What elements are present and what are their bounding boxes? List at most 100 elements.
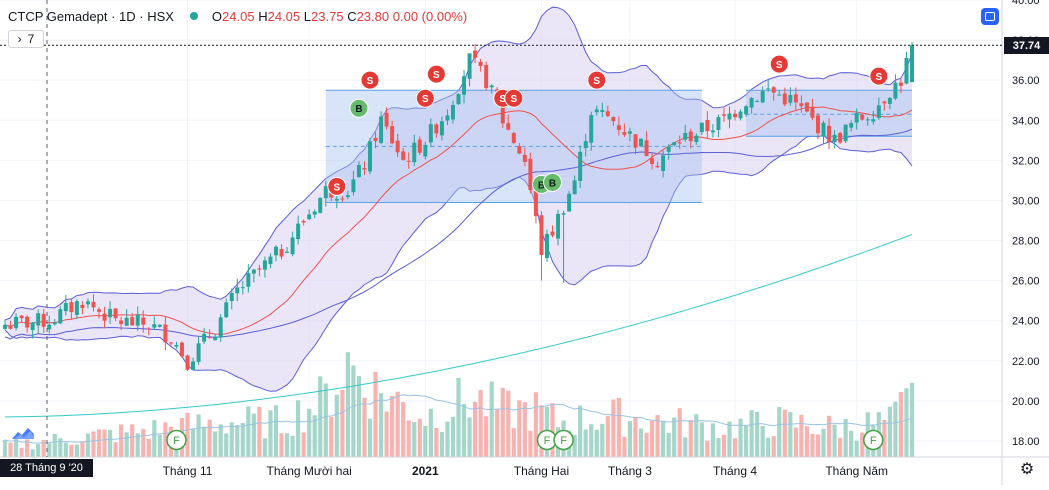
volume-bar [119, 424, 124, 457]
candle-body [384, 112, 389, 127]
volume-bar [152, 420, 157, 457]
volume-bar [738, 418, 743, 457]
volume-bar [838, 437, 843, 457]
signal-label: B [355, 104, 362, 115]
volume-bar [472, 401, 478, 457]
volume-bar [666, 432, 671, 457]
candle [910, 42, 914, 83]
candle-body [727, 113, 732, 120]
volume-bar [572, 434, 577, 457]
signal-label: S [510, 94, 517, 105]
volume-bar [362, 397, 367, 457]
candle [235, 278, 240, 302]
volume-bar [80, 441, 85, 457]
candle-body [417, 139, 422, 153]
f-event-label: F [560, 435, 567, 447]
volume-bar [694, 414, 699, 457]
candle-body [3, 324, 7, 329]
candle-body [887, 97, 892, 104]
volume-bar [489, 381, 494, 457]
candle-body [257, 268, 262, 270]
candle [290, 231, 295, 257]
candle-body [30, 322, 35, 331]
candle [356, 161, 361, 178]
candle [904, 51, 909, 85]
signal-circle [426, 64, 446, 84]
candle [655, 161, 660, 169]
volume-bar [804, 426, 810, 457]
sell-signal-marker: S [360, 70, 380, 90]
candle [141, 310, 146, 333]
volume-bar [141, 428, 146, 457]
candle-body [85, 301, 90, 305]
candle [135, 306, 140, 331]
volume-bar [113, 442, 118, 457]
volume-bar [301, 432, 306, 457]
volume-bar [224, 433, 229, 457]
candle [583, 133, 588, 157]
candle [733, 109, 738, 121]
candle-body [821, 122, 826, 137]
candle-body [589, 115, 594, 143]
candle-body [600, 110, 605, 112]
candle [85, 298, 90, 309]
candle-body [699, 122, 704, 133]
candle-body [489, 85, 494, 88]
candle [379, 111, 384, 145]
f-event-marker: F [166, 429, 187, 451]
candle-body [373, 137, 378, 142]
candle-body [539, 215, 544, 255]
volume-bar [716, 437, 721, 457]
candle-body [41, 313, 46, 327]
candle-body [760, 91, 765, 103]
signal-label: S [875, 72, 882, 83]
candle-body [788, 95, 793, 103]
settings-gear-icon[interactable]: ⚙ [1019, 461, 1035, 478]
volume-bar [732, 438, 738, 457]
candle-body [721, 114, 726, 116]
candle [251, 268, 256, 283]
volume-bar [882, 419, 887, 457]
volume-bar [356, 376, 362, 457]
volume-bar [268, 410, 273, 457]
candle [688, 128, 693, 149]
indicators-toggle-button[interactable]: › 7 [8, 30, 44, 48]
candle [865, 116, 870, 126]
volume-bar [58, 438, 63, 457]
volume-bar [185, 412, 190, 457]
volume-bar [721, 434, 727, 457]
tradingview-logo-icon[interactable] [10, 425, 36, 442]
candle [439, 116, 444, 141]
candle [893, 74, 898, 101]
candle-body [511, 133, 516, 143]
symbol-title[interactable]: CTCP Gemadept · 1D · HSX [8, 8, 174, 24]
signal-label: S [433, 70, 440, 81]
volume-bar [235, 425, 240, 457]
signal-label: S [422, 94, 429, 105]
candle-body [439, 121, 444, 136]
high-value: 24.05 [267, 8, 301, 24]
candle [224, 298, 229, 319]
candle [262, 256, 267, 278]
candle [456, 93, 461, 105]
candle-body [633, 134, 638, 148]
candle-body [672, 142, 677, 146]
volume-bar [373, 371, 378, 457]
volume-bar [688, 420, 693, 457]
volume-bar [412, 422, 417, 457]
bollinger-lower-line [4, 134, 913, 392]
candle [229, 288, 234, 310]
candle [799, 95, 804, 113]
fullscreen-icon[interactable] [981, 8, 999, 25]
candle [168, 341, 173, 346]
candle [102, 306, 107, 329]
change-value: 0.00 (0.00%) [392, 8, 468, 24]
candle-body [146, 328, 151, 330]
volume-bar [627, 421, 633, 457]
price-tick-label: 32.00 [1012, 155, 1040, 167]
candle-body [285, 251, 290, 253]
volume-bar [273, 405, 279, 457]
candle [417, 136, 422, 156]
